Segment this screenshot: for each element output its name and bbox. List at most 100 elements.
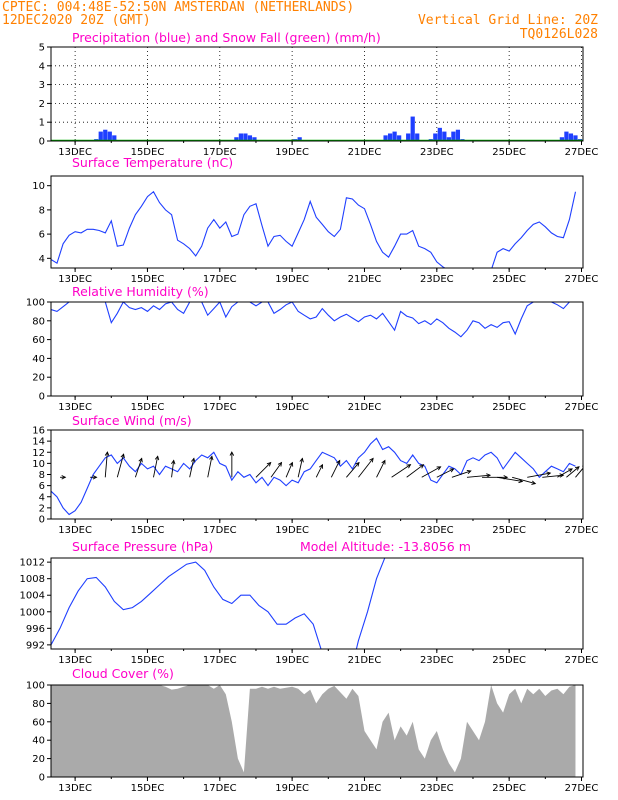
- wind-arrow: [153, 455, 160, 478]
- precip-bar: [247, 135, 253, 141]
- cloud-xtick-label: 21DEC: [348, 783, 382, 794]
- cloud-xtick-label: 25DEC: [492, 783, 526, 794]
- precip-bar: [568, 133, 574, 141]
- pressure-xtick-label: 23DEC: [420, 655, 454, 666]
- wind-ytick-label: 14: [32, 437, 45, 448]
- wind-arrow: [358, 457, 374, 478]
- precip-bar: [0, 133, 4, 141]
- wind-arrow: [330, 459, 341, 478]
- cloud-xtick-label: 27DEC: [565, 783, 599, 794]
- temperature-ytick-label: 6: [39, 230, 45, 241]
- wind-panel-title: Surface Wind (m/s): [72, 413, 192, 428]
- temperature-xtick-label: 19DEC: [275, 274, 309, 285]
- precip-xtick-label: 21DEC: [348, 147, 382, 158]
- precip-xtick-label: 17DEC: [203, 147, 237, 158]
- precip-bar: [406, 133, 411, 141]
- wind-ytick-label: 8: [39, 470, 45, 481]
- wind-arrow: [285, 461, 294, 478]
- cloud-cover-area: [51, 685, 576, 777]
- wind-ytick-label: 0: [39, 515, 45, 526]
- wind-arrow: [90, 475, 98, 480]
- wind-xtick-label: 13DEC: [58, 525, 92, 536]
- cloud-ytick-label: 0: [39, 773, 45, 784]
- wind-arrow: [171, 459, 176, 478]
- temperature-xtick-label: 27DEC: [565, 274, 599, 285]
- precip-bar: [297, 137, 302, 141]
- pressure-xtick-label: 19DEC: [275, 655, 309, 666]
- cloud-panel-title: Cloud Cover (%): [72, 666, 174, 681]
- precip-bar: [0, 135, 4, 141]
- precip-bar: [410, 116, 415, 141]
- precip-bar: [112, 135, 117, 141]
- precip-bar: [383, 135, 388, 141]
- precip-panel: 0 1 2 3 4 5 13DEC 15DEC 17DEC 19DEC 21DEC 23DEC 25DE…: [0, 43, 599, 159]
- wind-series-line: [51, 437, 576, 516]
- humidity-xtick-label: 15DEC: [131, 402, 165, 413]
- header-line2-right: Vertical Grid Line: 20Z: [418, 13, 598, 28]
- precip-xtick-label: 25DEC: [492, 147, 526, 158]
- precip-bar: [559, 137, 565, 141]
- precip-bar: [415, 133, 420, 141]
- humidity-plot: [51, 302, 576, 338]
- wind-ytick-label: 4: [39, 492, 45, 503]
- humidity-xtick-label: 13DEC: [58, 402, 92, 413]
- wind-plot: [51, 437, 583, 516]
- precip-bar: [0, 135, 4, 141]
- precip-bar: [98, 131, 103, 141]
- temperature-xtick-label: 23DEC: [420, 274, 454, 285]
- cloud-xtick-label: 19DEC: [275, 783, 309, 794]
- precip-ytick-label: 3: [39, 80, 45, 91]
- wind-ytick-label: 6: [39, 481, 45, 492]
- wind-arrow: [297, 457, 304, 478]
- wind-xtick-label: 17DEC: [203, 525, 237, 536]
- precip-bar: [387, 133, 393, 141]
- precip-ytick-label: 5: [39, 43, 45, 54]
- humidity-frame: [50, 301, 584, 397]
- cloud-ytick-label: 20: [32, 754, 45, 765]
- precip-xtick-label: 15DEC: [131, 147, 165, 158]
- pressure-ytick-label: 1012: [20, 558, 45, 569]
- temperature-ytick-label: 4: [39, 254, 45, 265]
- temperature-xtick-label: 15DEC: [131, 274, 165, 285]
- pressure-xtick-label: 21DEC: [348, 655, 382, 666]
- humidity-xtick-label: 19DEC: [275, 402, 309, 413]
- wind-arrow: [391, 464, 412, 478]
- precip-bar: [397, 135, 402, 141]
- wind-arrow: [575, 465, 583, 478]
- precip-ytick-label: 4: [39, 61, 45, 72]
- wind-arrow: [207, 455, 214, 478]
- wind-arrow: [527, 471, 552, 478]
- humidity-xtick-label: 23DEC: [420, 402, 454, 413]
- precip-xtick-label: 13DEC: [58, 147, 92, 158]
- temperature-series-line: [51, 190, 577, 268]
- wind-arrow: [512, 476, 537, 485]
- precip-bar: [234, 137, 239, 141]
- humidity-xtick-label: 17DEC: [203, 402, 237, 413]
- humidity-ytick-label: 0: [39, 392, 45, 403]
- precip-bar: [442, 131, 447, 141]
- humidity-xtick-label: 25DEC: [492, 402, 526, 413]
- wind-arrow: [557, 468, 573, 478]
- wind-arrow: [60, 475, 67, 480]
- wind-ytick-label: 16: [32, 426, 45, 437]
- pressure-plot: [51, 558, 386, 649]
- wind-ytick-label: 10: [32, 459, 45, 470]
- precip-bar: [446, 137, 451, 141]
- pressure-panel: 992 996 1000 1004 1008 1012 13DEC 15DEC 17DEC 19D…: [20, 557, 598, 666]
- wind-arrow: [134, 457, 143, 478]
- humidity-ytick-label: 60: [32, 335, 45, 346]
- wind-xtick-label: 15DEC: [131, 525, 165, 536]
- precip-bar: [564, 131, 569, 141]
- cloud-plot: [51, 685, 576, 777]
- precip-bar: [238, 133, 244, 141]
- wind-arrow: [346, 461, 360, 478]
- pressure-ytick-label: 1004: [20, 591, 45, 602]
- precip-bar: [0, 139, 4, 141]
- precip-ytick-label: 2: [39, 99, 45, 110]
- precip-bar: [573, 135, 578, 141]
- cloud-xtick-label: 23DEC: [420, 783, 454, 794]
- precip-bar: [433, 133, 438, 141]
- wind-arrow: [229, 451, 235, 478]
